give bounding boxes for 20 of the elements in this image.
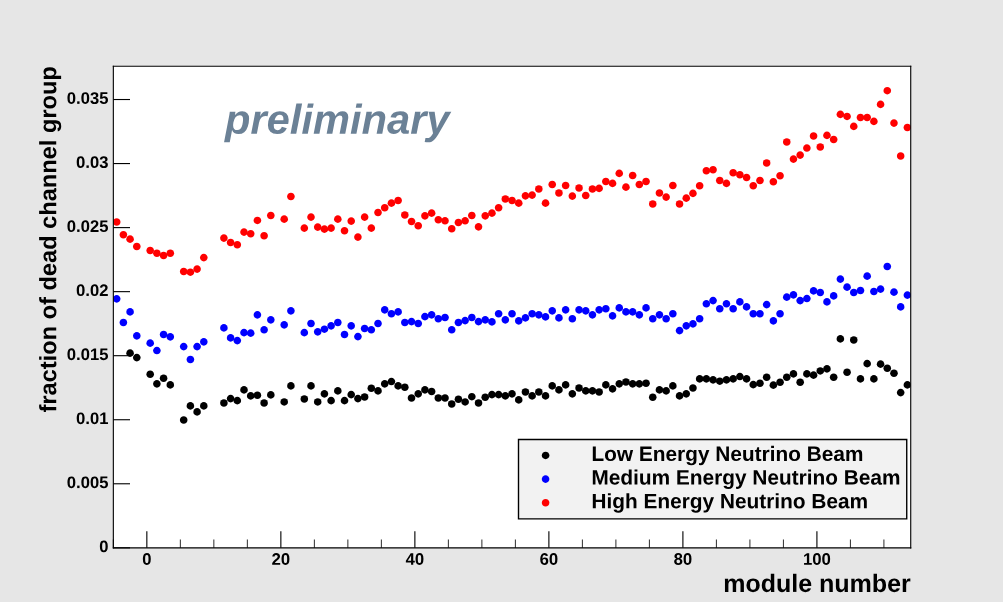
y-tick-label: 0.03: [76, 156, 108, 169]
x-tick-label: 80: [674, 553, 692, 565]
x-tick-label: 60: [540, 553, 558, 565]
y-tick-label: 0.025: [67, 220, 109, 233]
legend-label: Medium Energy Neutrino Beam: [592, 469, 900, 489]
x-tick-label: 100: [804, 553, 831, 565]
y-tick-label: 0: [99, 540, 108, 553]
y-tick-label: 0.005: [67, 476, 109, 489]
y-axis-title: fraction of dead channel group: [39, 67, 62, 413]
x-tick-label: 20: [272, 553, 290, 565]
y-tick-label: 0.02: [76, 284, 108, 297]
legend-label: Low Energy Neutrino Beam: [592, 445, 863, 466]
x-axis-title: module number: [724, 573, 911, 593]
x-tick-label: 40: [405, 553, 424, 565]
y-tick-label: 0.01: [76, 412, 109, 425]
y-tick-label: 0.015: [67, 348, 109, 361]
annotation: preliminary: [224, 103, 452, 143]
legend-label: High Energy Neutrino Beam: [592, 493, 867, 513]
x-tick-label: 0: [142, 553, 151, 565]
y-tick-label: 0.035: [67, 92, 109, 105]
